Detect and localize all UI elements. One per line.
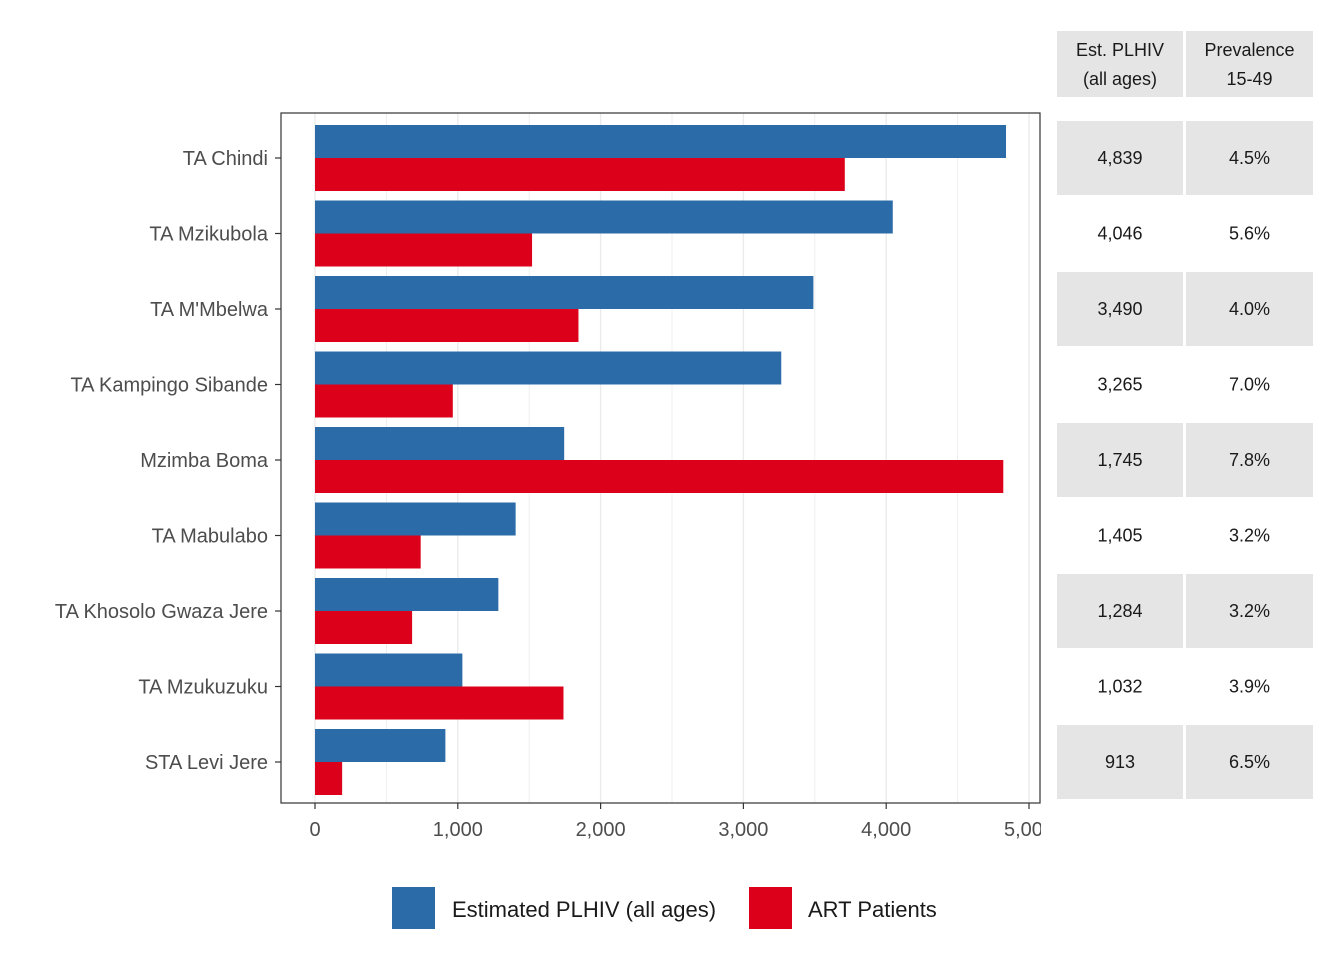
category-label: TA M'Mbelwa	[150, 299, 269, 321]
bar-art-patients	[315, 233, 533, 267]
bar-estimated-plhiv	[315, 351, 782, 385]
bar-estimated-plhiv	[315, 578, 499, 611]
table-cell: 4,839	[1097, 148, 1142, 168]
legend-key	[749, 887, 792, 929]
category-label: TA Mzukuzuku	[138, 677, 268, 699]
bar-art-patients	[315, 309, 579, 342]
bar-estimated-plhiv	[315, 125, 1007, 158]
side-table: Est. PLHIV (all ages) Prevalence 15-49 4,839…	[1057, 31, 1313, 799]
bar-art-patients	[315, 611, 413, 644]
category-label: STA Levi Jere	[145, 752, 268, 774]
category-label: TA Mzikubola	[149, 224, 268, 246]
legend-label: Estimated PLHIV (all ages)	[452, 897, 716, 922]
bar-estimated-plhiv	[315, 729, 446, 762]
legend-label: ART Patients	[808, 897, 937, 922]
table-cell-bg	[1057, 725, 1183, 799]
category-label: TA Mabulabo	[152, 526, 268, 548]
category-label: TA Kampingo Sibande	[70, 375, 268, 397]
table-header-text: Prevalence	[1204, 40, 1294, 60]
table-cell: 4,046	[1097, 224, 1142, 244]
table-cell: 7.8%	[1229, 450, 1270, 470]
table-cell: 4.5%	[1229, 148, 1270, 168]
table-cell-bg	[1186, 725, 1313, 799]
table-cell-bg	[1186, 121, 1313, 195]
table-cell: 6.5%	[1229, 752, 1270, 772]
table-header-text: 15-49	[1226, 69, 1272, 89]
table-cell: 1,032	[1097, 677, 1142, 697]
bar-art-patients	[315, 460, 1004, 493]
legend-key	[392, 887, 435, 929]
table-cell: 1,405	[1097, 526, 1142, 546]
table-cell-bg	[1057, 121, 1183, 195]
table-cell: 913	[1105, 752, 1135, 772]
bar-art-patients	[315, 384, 453, 418]
table-cell: 3.2%	[1229, 601, 1270, 621]
bar-estimated-plhiv	[315, 200, 893, 234]
table-cell: 3,490	[1097, 299, 1142, 319]
category-label: TA Khosolo Gwaza Jere	[55, 601, 268, 623]
x-tick-label: 0	[309, 819, 320, 841]
x-tick-label: 5,000	[1004, 819, 1054, 841]
bar-art-patients	[315, 535, 421, 569]
bar-art-patients	[315, 762, 343, 795]
y-axis: TA Chindi TA Mzikubola TA M'Mbelwa TA Kampi…	[55, 148, 281, 774]
x-tick-label: 2,000	[576, 819, 626, 841]
table-cell-bg	[1186, 272, 1313, 346]
legend: Estimated PLHIV (all ages) ART Patients	[392, 887, 937, 929]
bar-art-patients	[315, 686, 564, 720]
plot-border	[280, 112, 1041, 804]
table-header-cell	[1057, 31, 1183, 97]
bar-estimated-plhiv	[315, 502, 516, 536]
table-cell: 4.0%	[1229, 299, 1270, 319]
bar-estimated-plhiv	[315, 276, 814, 309]
table-header-text: Est. PLHIV	[1076, 40, 1164, 60]
table-cell-bg	[1057, 574, 1183, 648]
x-tick-label: 3,000	[718, 819, 768, 841]
table-cell-bg	[1057, 272, 1183, 346]
table-cell: 5.6%	[1229, 224, 1270, 244]
table-cell: 3.2%	[1229, 526, 1270, 546]
table-cell: 3.9%	[1229, 677, 1270, 697]
x-tick-label: 4,000	[861, 819, 911, 841]
bars	[315, 125, 1007, 795]
table-cell: 3,265	[1097, 375, 1142, 395]
table-cell: 1,745	[1097, 450, 1142, 470]
x-tick-label: 1,000	[433, 819, 483, 841]
table-cell-bg	[1057, 423, 1183, 497]
table-header-cell	[1186, 31, 1313, 97]
table-cell: 1,284	[1097, 601, 1142, 621]
table-cell-bg	[1186, 574, 1313, 648]
category-label: Mzimba Boma	[140, 450, 269, 472]
table-header-text: (all ages)	[1083, 69, 1157, 89]
x-axis: 0 1,000 2,000 3,000 4,000 5,000	[309, 803, 1054, 841]
category-label: TA Chindi	[183, 148, 268, 170]
table-cell-bg	[1186, 423, 1313, 497]
bar-estimated-plhiv	[315, 427, 565, 460]
bar-art-patients	[315, 158, 845, 191]
bar-estimated-plhiv	[315, 653, 463, 687]
table-cell: 7.0%	[1229, 375, 1270, 395]
